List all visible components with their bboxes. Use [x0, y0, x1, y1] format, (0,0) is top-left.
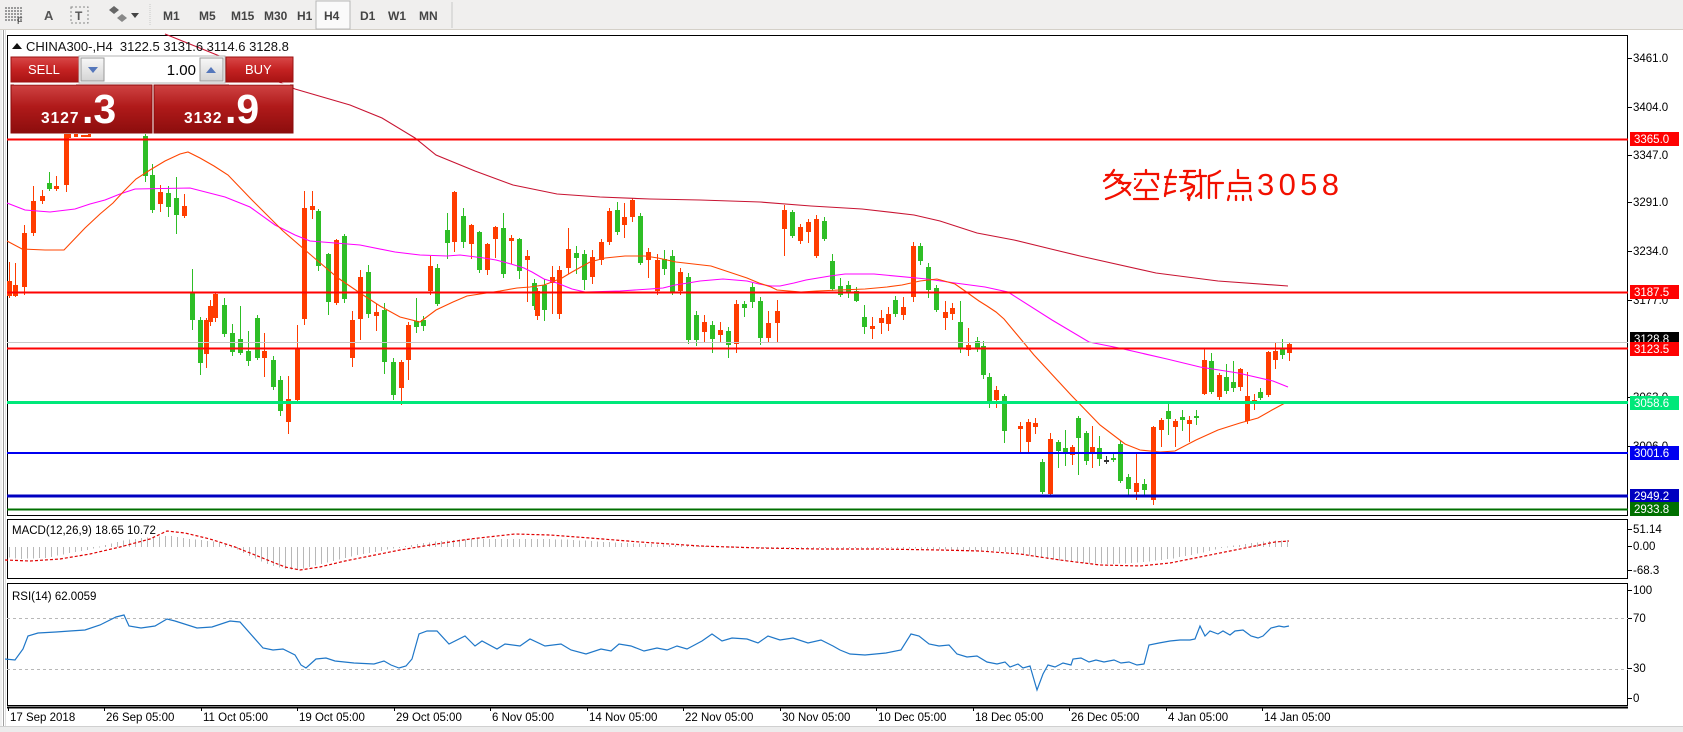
svg-text:2933.8: 2933.8	[1634, 504, 1669, 516]
svg-text:3132: 3132	[184, 110, 222, 127]
svg-text:3404.0: 3404.0	[1633, 102, 1668, 114]
svg-text:BUY: BUY	[245, 62, 272, 77]
svg-text:1.00: 1.00	[167, 62, 196, 79]
svg-text:19 Oct 05:00: 19 Oct 05:00	[299, 712, 365, 724]
svg-text:3365.0: 3365.0	[1634, 134, 1669, 146]
svg-text:CHINA300-,H4 3122.5 3131.6 31: CHINA300-,H4 3122.5 3131.6 3114.6 3128.8	[26, 39, 289, 54]
svg-text:14 Jan 05:00: 14 Jan 05:00	[1264, 712, 1331, 724]
svg-text:4 Jan 05:00: 4 Jan 05:00	[1168, 712, 1228, 724]
svg-text:3123.5: 3123.5	[1634, 344, 1669, 356]
svg-text:M5: M5	[199, 9, 216, 23]
svg-text:W1: W1	[388, 9, 406, 23]
svg-text:RSI(14) 62.0059: RSI(14) 62.0059	[12, 591, 96, 603]
svg-text:H1: H1	[297, 9, 313, 23]
svg-text:-68.3: -68.3	[1633, 565, 1659, 577]
svg-text:6 Nov 05:00: 6 Nov 05:00	[492, 712, 554, 724]
svg-text:F: F	[17, 16, 23, 26]
svg-text:MACD(12,26,9) 18.65 10.72: MACD(12,26,9) 18.65 10.72	[12, 525, 156, 537]
svg-text:.9: .9	[225, 86, 259, 132]
svg-text:0: 0	[1633, 693, 1639, 705]
svg-text:H4: H4	[324, 9, 340, 23]
svg-text:100: 100	[1633, 585, 1652, 597]
svg-text:3347.0: 3347.0	[1633, 150, 1668, 162]
svg-text:.3: .3	[82, 86, 116, 132]
svg-text:30 Nov 05:00: 30 Nov 05:00	[782, 712, 850, 724]
svg-text:A: A	[44, 8, 54, 23]
svg-text:0.00: 0.00	[1633, 541, 1655, 553]
svg-text:3127: 3127	[41, 110, 79, 127]
svg-text:T: T	[75, 9, 83, 23]
svg-text:MN: MN	[419, 9, 438, 23]
svg-text:3461.0: 3461.0	[1633, 53, 1668, 65]
svg-text:17 Sep 2018: 17 Sep 2018	[10, 712, 75, 724]
svg-text:3234.0: 3234.0	[1633, 246, 1668, 258]
svg-text:M30: M30	[264, 9, 288, 23]
svg-text:3187.5: 3187.5	[1634, 287, 1669, 299]
svg-text:70: 70	[1633, 613, 1646, 625]
svg-text:3291.0: 3291.0	[1633, 197, 1668, 209]
svg-text:D1: D1	[360, 9, 376, 23]
svg-text:SELL: SELL	[28, 62, 60, 77]
svg-text:26 Sep 05:00: 26 Sep 05:00	[106, 712, 174, 724]
svg-text:M15: M15	[231, 9, 255, 23]
svg-text:18 Dec 05:00: 18 Dec 05:00	[975, 712, 1043, 724]
svg-text:14 Nov 05:00: 14 Nov 05:00	[589, 712, 657, 724]
svg-text:26 Dec 05:00: 26 Dec 05:00	[1071, 712, 1139, 724]
svg-text:2949.2: 2949.2	[1634, 491, 1669, 503]
svg-text:30: 30	[1633, 663, 1646, 675]
svg-text:3001.6: 3001.6	[1634, 448, 1669, 460]
svg-text:3058.6: 3058.6	[1634, 398, 1669, 410]
svg-text:51.14: 51.14	[1633, 524, 1662, 536]
svg-text:10 Dec 05:00: 10 Dec 05:00	[878, 712, 946, 724]
svg-text:M1: M1	[163, 9, 180, 23]
svg-text:22 Nov 05:00: 22 Nov 05:00	[685, 712, 753, 724]
svg-text:29 Oct 05:00: 29 Oct 05:00	[396, 712, 462, 724]
svg-text:11 Oct 05:00: 11 Oct 05:00	[203, 712, 268, 724]
